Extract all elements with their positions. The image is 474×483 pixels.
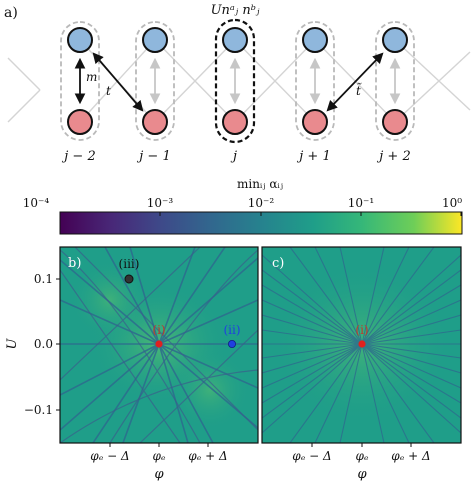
x-tick-b-center: φₑ [152,449,165,463]
point-ii-label: (ii) [223,323,240,337]
x-tick-b-plus: φₑ + Δ [188,449,227,463]
lower-orbital-j+1 [302,109,328,135]
point-iii-marker [124,274,134,284]
lower-orbital-j-1 [142,109,168,135]
t-tilde-label: t̃ [356,82,362,98]
t-arrow [92,52,144,112]
colorbar-tick-4: 10⁻¹ [348,196,374,210]
site-label-j-2: j − 2 [61,149,95,164]
y-tick-0.1: 0.1 [34,272,53,286]
panel-c-heatmap: c) (i) [261,246,462,444]
point-iii-label: (iii) [119,257,140,271]
hopping-arrows [74,52,384,112]
y-tick--0.1: −0.1 [24,403,53,417]
upper-orbital-j [222,27,248,53]
colorbar-tick-1: 10⁻⁴ [23,196,50,210]
t-tilde-arrow [326,52,384,112]
upper-orbital-j+2 [382,27,408,53]
panel-c-label: c) [272,256,284,271]
colorbar-ticks [59,212,462,216]
site-label-j+2: j + 2 [376,149,410,164]
lower-orbital-j+2 [382,109,408,135]
point-ii-marker [227,339,236,348]
point-i-marker-c [358,340,366,348]
lower-orbital-j-2 [67,109,93,135]
panel-b-label: b) [68,256,81,271]
lower-orbital-j [222,109,248,135]
point-i-label: (i) [152,323,165,337]
x-tick-c-minus: φₑ − Δ [292,449,331,463]
orbital-circles [67,27,408,135]
site-label-j: j [230,149,237,164]
site-label-j+1: j + 1 [296,149,330,164]
site-labels: j − 2 j − 1 j j + 1 j + 2 [61,149,410,164]
upper-orbital-j+1 [302,27,328,53]
panel-b-heatmap: b) (iii) (i) (ii) [59,246,259,444]
colorbar-tick-3: 10⁻² [248,196,275,210]
upper-orbital-j-2 [67,27,93,53]
point-i-label-c: (i) [355,323,368,337]
x-tick-c-center: φₑ [355,449,368,463]
colorbar: minᵢⱼ αᵢⱼ 10⁻⁴ 10⁻³ 10⁻² 10⁻¹ 10⁰ [23,177,463,235]
y-tick-0.0: 0.0 [34,337,53,351]
x-axis-label-b: φ [154,467,164,482]
x-tick-b-minus: φₑ − Δ [90,449,129,463]
colorbar-title: minᵢⱼ αᵢⱼ [237,177,283,191]
y-axis-label: U [5,337,20,349]
x-tick-c-plus: φₑ + Δ [391,449,430,463]
colorbar-tick-2: 10⁻³ [147,196,174,210]
site-label-j-1: j − 1 [136,149,170,164]
upper-orbital-j-1 [142,27,168,53]
intra-site-arrows [149,57,401,105]
colorbar-tick-5: 10⁰ [442,196,462,210]
point-i-marker [155,340,163,348]
axes [56,278,412,447]
m-label: m [86,70,97,84]
t-label: t [106,84,111,98]
x-axis-label-c: φ [357,467,367,482]
panel-a-lattice: a) [4,3,471,164]
interaction-label: Unᵃⱼ nᵇⱼ [211,3,260,18]
panel-a-label: a) [4,5,18,21]
